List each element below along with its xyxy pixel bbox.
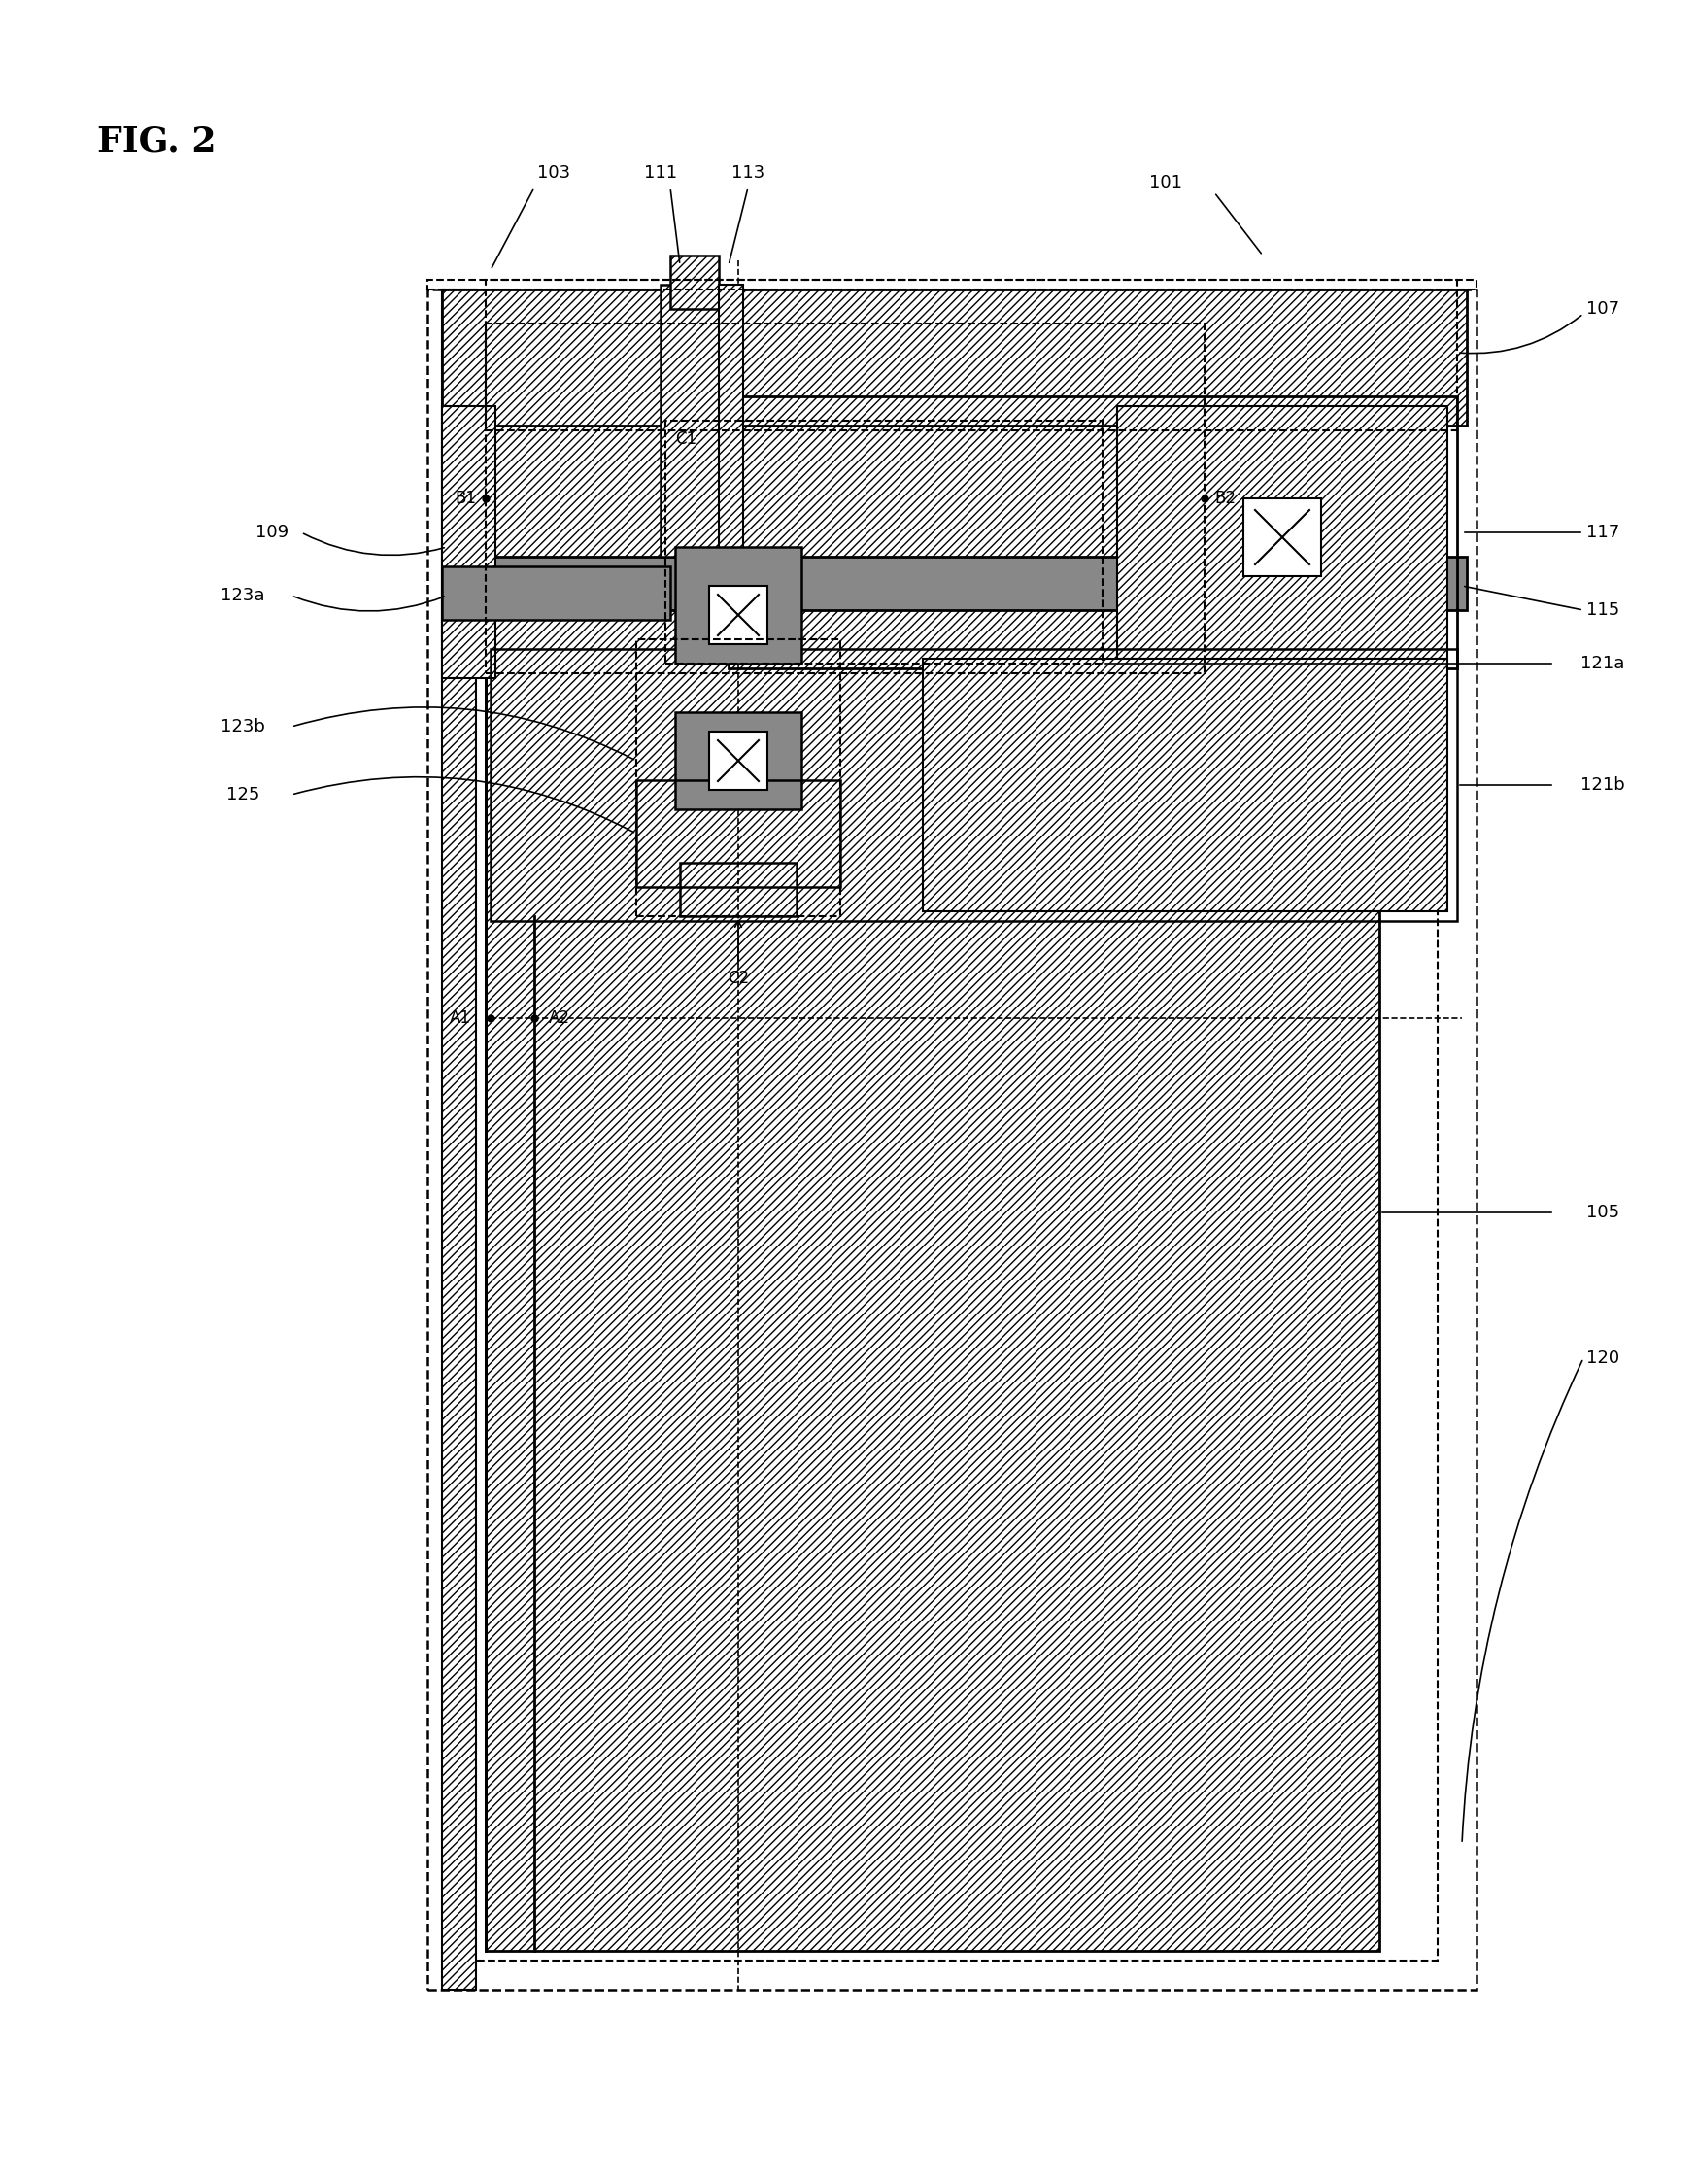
Text: 107: 107 — [1586, 299, 1620, 317]
Bar — [710, 585, 767, 644]
Bar — [486, 323, 1204, 673]
Text: 105: 105 — [1586, 1203, 1620, 1221]
Bar — [1117, 406, 1447, 660]
Bar — [441, 290, 475, 1990]
Text: A1: A1 — [450, 1009, 470, 1026]
Bar — [676, 546, 801, 664]
Bar — [637, 640, 841, 915]
Bar — [671, 256, 718, 308]
Bar — [491, 649, 1457, 922]
Text: 123a: 123a — [221, 587, 265, 605]
Text: 109: 109 — [255, 524, 289, 542]
Bar — [428, 290, 1477, 1990]
Bar — [441, 557, 1467, 609]
Text: 103: 103 — [537, 164, 571, 181]
Text: C1: C1 — [676, 430, 696, 448]
Bar — [666, 422, 1102, 664]
Text: B1: B1 — [455, 489, 475, 507]
Text: FIG. 2: FIG. 2 — [97, 124, 216, 157]
Bar — [728, 395, 1457, 668]
Bar — [637, 780, 841, 887]
Bar — [922, 660, 1447, 911]
Bar — [661, 284, 728, 557]
Bar — [486, 415, 1379, 1950]
Text: 117: 117 — [1586, 524, 1620, 542]
Text: 113: 113 — [732, 164, 764, 181]
Bar — [441, 566, 671, 620]
Bar — [1243, 498, 1321, 577]
Text: 121a: 121a — [1581, 655, 1625, 673]
Text: A2: A2 — [548, 1009, 571, 1026]
Text: 120: 120 — [1586, 1350, 1620, 1367]
Bar — [710, 732, 767, 791]
Bar — [428, 280, 1477, 290]
Text: 121b: 121b — [1581, 775, 1625, 793]
Text: 115: 115 — [1586, 601, 1620, 618]
Text: 123b: 123b — [221, 719, 265, 736]
Bar — [679, 863, 796, 915]
Bar — [441, 290, 1467, 426]
Text: 111: 111 — [644, 164, 678, 181]
Bar — [486, 280, 1457, 430]
Text: B2: B2 — [1214, 489, 1236, 507]
Text: 101: 101 — [1150, 175, 1182, 192]
Bar — [441, 406, 496, 677]
Bar — [718, 284, 744, 557]
Text: 125: 125 — [226, 786, 260, 804]
Text: C2: C2 — [727, 922, 749, 987]
Bar — [676, 712, 801, 810]
Bar — [467, 328, 1438, 1961]
